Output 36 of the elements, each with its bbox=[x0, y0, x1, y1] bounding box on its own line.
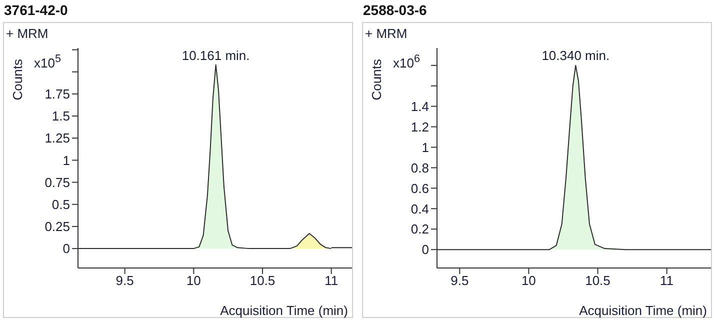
y-tick-label: 0.4 bbox=[410, 201, 429, 216]
x-axis-title: Acquisition Time (min) bbox=[220, 303, 348, 318]
y-tick-label: 1.2 bbox=[410, 119, 429, 134]
chart-title: 3761-42-0 bbox=[4, 2, 68, 18]
text: + MRM bbox=[365, 26, 408, 41]
y-axis-title: Counts bbox=[369, 59, 384, 100]
x-tick-label: 10.5 bbox=[585, 273, 610, 288]
y-tick-label: 0.25 bbox=[44, 219, 70, 234]
y-tick-label: 0 bbox=[422, 242, 429, 258]
x-tick-label: 10.5 bbox=[250, 273, 276, 288]
annotation: 10.340 min. bbox=[542, 48, 610, 64]
y-tick-label: 0.75 bbox=[44, 174, 70, 190]
x-tick-label: 9.5 bbox=[116, 273, 134, 288]
y-tick-label: 0.6 bbox=[410, 180, 429, 196]
y-tick-label: 1.25 bbox=[44, 130, 70, 146]
chart-title: 2588-03-6 bbox=[363, 2, 427, 18]
text: x10$^{6}$ bbox=[393, 53, 420, 70]
y-axis-title: Counts bbox=[10, 59, 25, 100]
y-tick-label: 1.4 bbox=[410, 98, 429, 114]
text: x10$^{5}$ bbox=[34, 53, 61, 70]
annotation: 10.161 min. bbox=[182, 48, 250, 63]
y-tick-label: 1.75 bbox=[44, 86, 70, 102]
x-tick-label: 10 bbox=[521, 273, 536, 288]
x-tick-label: 9.5 bbox=[450, 273, 469, 288]
y-tick-label: 0 bbox=[62, 241, 70, 256]
y-tick-label: 1 bbox=[422, 140, 429, 155]
y-tick-label: 1 bbox=[62, 152, 70, 168]
y-tick-label: 0.5 bbox=[52, 197, 70, 212]
text: + MRM bbox=[6, 26, 48, 41]
y-tick-label: 0.2 bbox=[410, 222, 429, 237]
x-tick-label: 11 bbox=[660, 273, 674, 288]
x-axis-title: Acquisition Time (min) bbox=[579, 303, 707, 318]
x-tick-label: 10 bbox=[186, 273, 201, 288]
x-tick-label: 11 bbox=[324, 273, 338, 288]
y-tick-label: 1.5 bbox=[52, 108, 70, 124]
y-tick-label: 0.8 bbox=[410, 160, 429, 176]
